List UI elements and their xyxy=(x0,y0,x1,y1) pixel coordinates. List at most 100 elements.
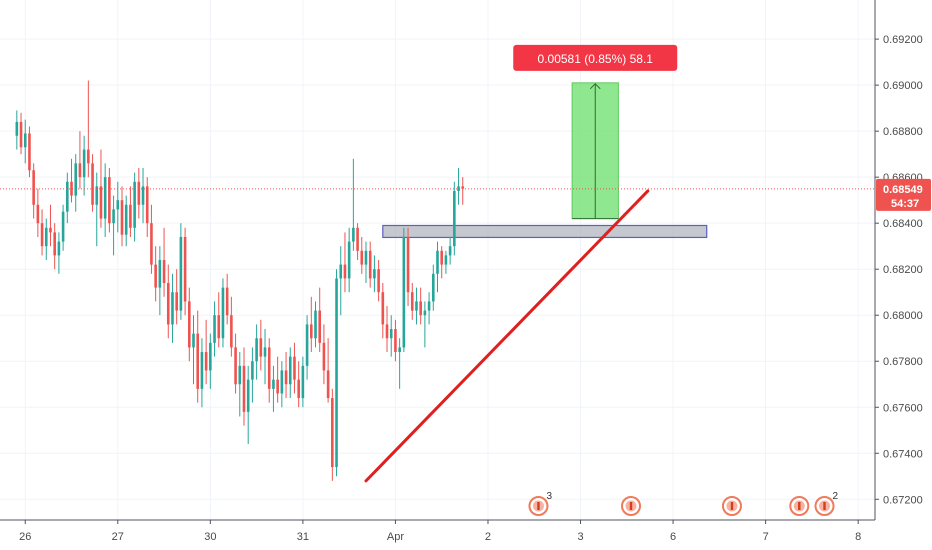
candle xyxy=(61,204,65,251)
event-flag-mark xyxy=(537,502,540,510)
price-axis[interactable]: 0.692000.690000.688000.686000.684000.682… xyxy=(874,0,932,550)
candle-body xyxy=(70,181,73,196)
candle xyxy=(314,301,317,348)
time-axis-bg xyxy=(0,520,932,550)
candle-body xyxy=(377,269,380,293)
candle-body xyxy=(234,347,237,385)
candle-body xyxy=(373,269,376,279)
candle xyxy=(343,232,347,293)
candle-body xyxy=(309,324,313,339)
economic-event-icon[interactable] xyxy=(621,496,642,516)
candle-body xyxy=(23,133,27,148)
candle xyxy=(120,186,124,247)
candle-body xyxy=(402,236,406,348)
candle-body xyxy=(301,365,305,399)
candle-body xyxy=(162,260,166,284)
candle-body xyxy=(427,301,431,311)
candle xyxy=(133,172,136,242)
candle-body xyxy=(431,273,435,302)
candle xyxy=(187,287,191,362)
candle-body xyxy=(112,209,115,224)
candle-body xyxy=(124,204,128,235)
candle-body xyxy=(19,121,23,148)
candle-body xyxy=(423,310,427,316)
price-tick-label: 0.68000 xyxy=(883,310,923,322)
candle-body xyxy=(61,211,65,242)
candle-body xyxy=(360,250,364,265)
time-axis[interactable]: 26 27 30 31 Apr 2 3 6 7 8 xyxy=(0,519,932,550)
event-flag-mark xyxy=(629,502,633,510)
candle-body xyxy=(356,227,359,251)
economic-event-icon[interactable]: 2 xyxy=(814,491,839,516)
candle-body xyxy=(461,186,465,189)
candle xyxy=(373,255,376,293)
candle xyxy=(78,131,82,189)
candle xyxy=(28,126,31,178)
candle-body xyxy=(66,181,69,212)
price-tick-label: 0.67600 xyxy=(883,402,923,414)
event-count: 2 xyxy=(833,491,839,502)
candle-body xyxy=(453,190,456,247)
candle xyxy=(259,319,263,371)
candle xyxy=(192,315,195,385)
time-tick-label: 6 xyxy=(670,531,676,543)
candle xyxy=(162,227,166,297)
measure-tool[interactable]: 0.00581 (0.85%) 58.1 xyxy=(513,44,678,220)
candle-body xyxy=(32,170,35,205)
candle-body xyxy=(457,186,460,191)
current-price-tag-bg xyxy=(876,178,931,211)
candle-body xyxy=(150,223,153,265)
candle-body xyxy=(339,264,343,279)
candle xyxy=(175,269,178,325)
candle-body xyxy=(238,365,242,385)
candle-body xyxy=(179,236,183,311)
candle-body xyxy=(36,204,40,224)
candle-body xyxy=(103,177,107,219)
candle-body xyxy=(406,236,410,293)
candle-body xyxy=(242,365,246,412)
candle xyxy=(322,324,326,385)
candle xyxy=(309,296,313,353)
time-tick-label: 8 xyxy=(855,531,861,543)
candle-body xyxy=(171,292,174,325)
candle xyxy=(141,167,145,224)
support-zone-rect[interactable] xyxy=(382,224,708,239)
candle-body xyxy=(57,241,61,256)
candle-body xyxy=(251,361,254,380)
candle xyxy=(66,172,69,224)
candle xyxy=(364,241,368,284)
candle-body xyxy=(343,264,347,279)
candle-body xyxy=(440,250,444,265)
candle xyxy=(335,269,338,477)
candle-body xyxy=(444,255,448,265)
support-zone[interactable] xyxy=(382,224,708,239)
candle xyxy=(230,296,233,357)
candle-body xyxy=(314,310,317,339)
ascending-trendline[interactable] xyxy=(364,189,650,483)
candle xyxy=(221,278,225,348)
candle xyxy=(82,135,86,196)
candle xyxy=(347,227,351,293)
candle xyxy=(448,236,452,265)
candle-body xyxy=(352,227,355,242)
economic-event-icon[interactable] xyxy=(789,496,810,516)
candle-body xyxy=(44,227,48,247)
candle xyxy=(461,177,465,205)
price-axis-bg xyxy=(875,0,932,550)
candle xyxy=(95,172,99,247)
bar-countdown: 54:37 xyxy=(891,198,919,210)
event-flag-mark xyxy=(798,502,801,510)
candle xyxy=(87,80,90,178)
candle-body xyxy=(74,163,78,196)
economic-event-icon[interactable]: 3 xyxy=(528,491,552,516)
economic-event-icon[interactable] xyxy=(721,496,742,516)
candle-body xyxy=(209,342,212,371)
candle-body xyxy=(53,232,56,256)
candle xyxy=(272,365,275,412)
candle-body xyxy=(368,250,372,279)
candle xyxy=(225,273,229,325)
candle xyxy=(129,186,132,237)
candle xyxy=(171,273,174,343)
